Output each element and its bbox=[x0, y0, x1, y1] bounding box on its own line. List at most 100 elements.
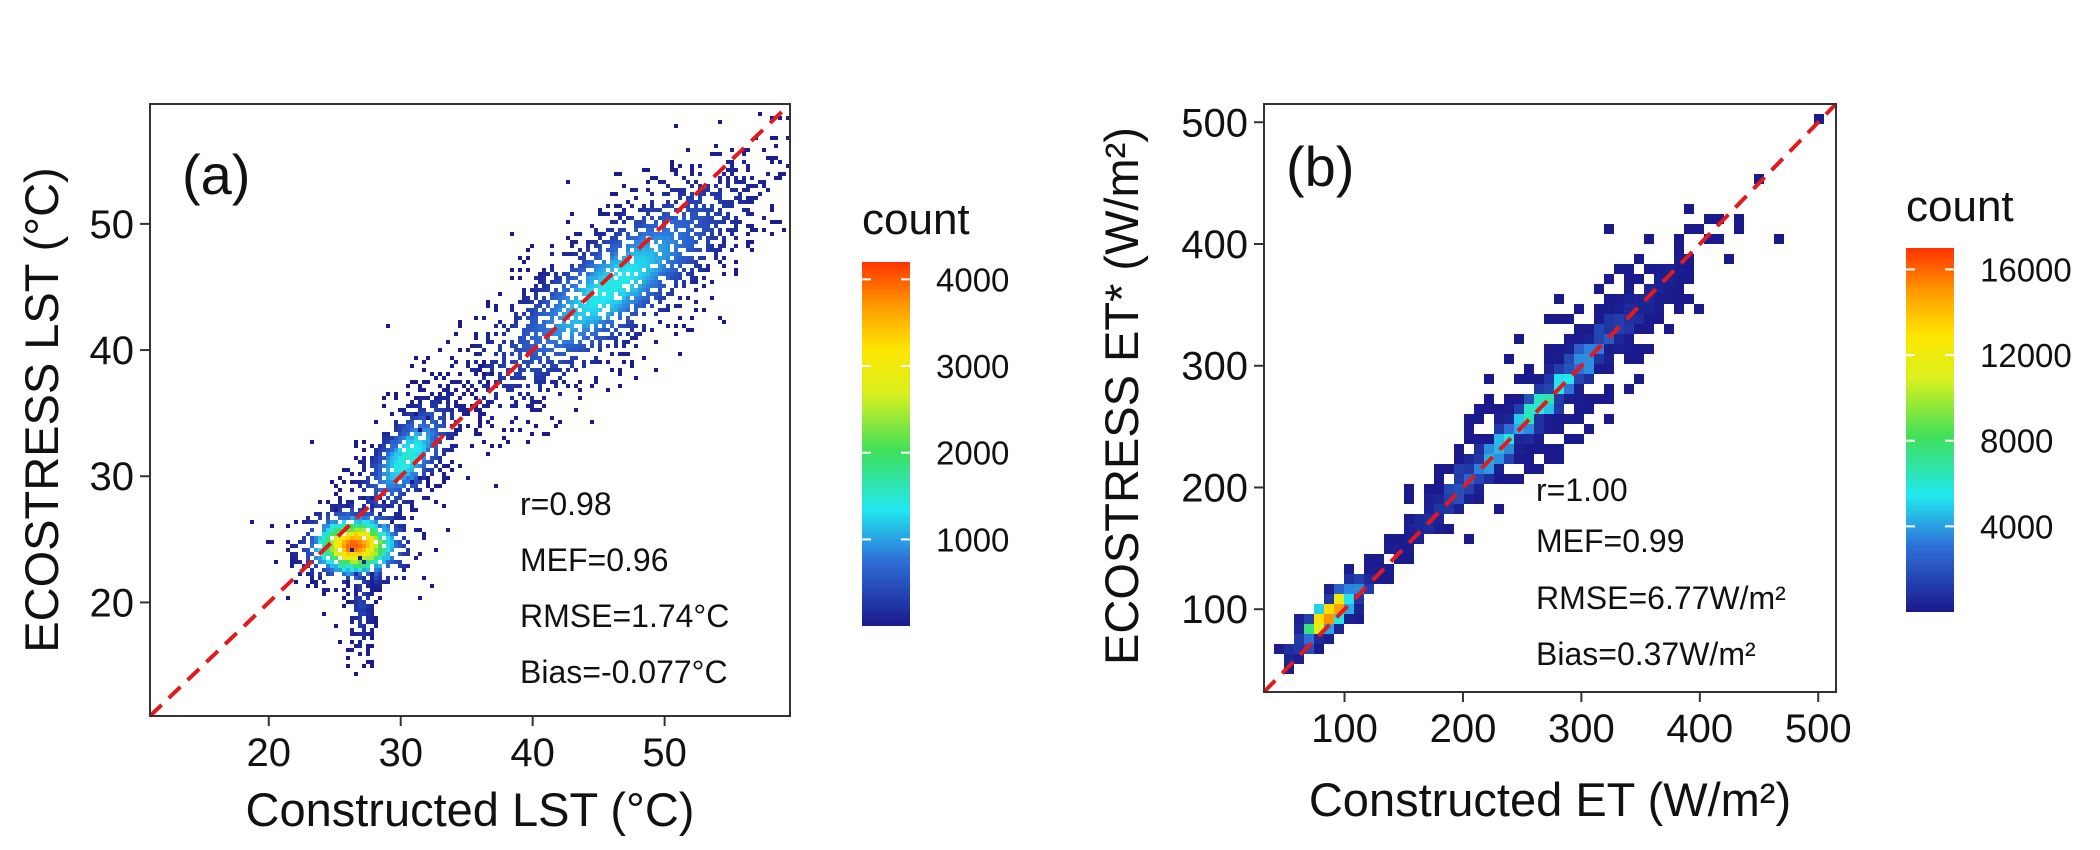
heatmap-cell bbox=[542, 300, 546, 304]
heatmap-cell bbox=[370, 620, 374, 624]
heatmap-cell bbox=[614, 328, 618, 332]
heatmap-cell bbox=[358, 508, 362, 512]
heatmap-cell bbox=[526, 316, 530, 320]
heatmap-cell bbox=[334, 528, 338, 532]
heatmap-cell bbox=[526, 256, 530, 260]
heatmap-cell bbox=[414, 412, 418, 416]
heatmap-cell bbox=[414, 396, 418, 400]
heatmap-cell bbox=[682, 232, 686, 236]
heatmap-cell bbox=[366, 520, 370, 524]
heatmap-cell bbox=[1484, 394, 1494, 404]
heatmap-cell bbox=[1644, 314, 1654, 324]
heatmap-cell bbox=[390, 560, 394, 564]
heatmap-cell bbox=[710, 152, 714, 156]
heatmap-cell bbox=[666, 240, 670, 244]
heatmap-cell bbox=[406, 552, 410, 556]
heatmap-cell bbox=[510, 384, 514, 388]
heatmap-cell bbox=[1494, 504, 1504, 514]
heatmap-cell bbox=[1664, 284, 1674, 294]
heatmap-cell bbox=[566, 276, 570, 280]
heatmap-cell bbox=[514, 344, 518, 348]
heatmap-cell bbox=[590, 300, 594, 304]
heatmap-cell bbox=[690, 244, 694, 248]
heatmap-cell bbox=[358, 536, 362, 540]
heatmap-cell bbox=[686, 208, 690, 212]
heatmap-cell bbox=[718, 188, 722, 192]
heatmap-cell bbox=[570, 252, 574, 256]
heatmap-cell bbox=[566, 308, 570, 312]
heatmap-cell bbox=[370, 660, 374, 664]
heatmap-cell bbox=[482, 364, 486, 368]
heatmap-cell bbox=[538, 408, 542, 412]
heatmap-cell bbox=[634, 332, 638, 336]
heatmap-cell bbox=[434, 404, 438, 408]
heatmap-cell bbox=[626, 332, 630, 336]
heatmap-cell bbox=[574, 300, 578, 304]
heatmap-cell bbox=[610, 308, 614, 312]
heatmap-cell bbox=[650, 248, 654, 252]
heatmap-cell bbox=[366, 568, 370, 572]
heatmap-cell bbox=[350, 572, 354, 576]
heatmap-cell bbox=[370, 576, 374, 580]
heatmap-cell bbox=[354, 456, 358, 460]
heatmap-cell bbox=[350, 564, 354, 568]
heatmap-cell bbox=[750, 228, 754, 232]
heatmap-cell bbox=[734, 244, 738, 248]
heatmap-cell bbox=[362, 440, 366, 444]
heatmap-cell bbox=[698, 256, 702, 260]
heatmap-cell bbox=[726, 184, 730, 188]
heatmap-cell bbox=[382, 548, 386, 552]
heatmap-cell bbox=[518, 428, 522, 432]
heatmap-cell bbox=[570, 344, 574, 348]
heatmap-cell bbox=[542, 320, 546, 324]
heatmap-cell bbox=[1714, 234, 1724, 244]
heatmap-cell bbox=[394, 392, 398, 396]
heatmap-cell bbox=[342, 580, 346, 584]
heatmap-cell bbox=[370, 664, 374, 668]
heatmap-cell bbox=[1624, 384, 1634, 394]
heatmap-cell bbox=[662, 256, 666, 260]
heatmap-cell bbox=[390, 480, 394, 484]
heatmap-cell bbox=[722, 320, 726, 324]
heatmap-cell bbox=[614, 192, 618, 196]
heatmap-cell bbox=[1714, 214, 1724, 224]
heatmap-cell bbox=[366, 648, 370, 652]
heatmap-cell bbox=[726, 180, 730, 184]
heatmap-cell bbox=[1544, 394, 1554, 404]
heatmap-cell bbox=[386, 576, 390, 580]
heatmap-cell bbox=[654, 240, 658, 244]
heatmap-cell bbox=[546, 328, 550, 332]
heatmap-cell bbox=[730, 172, 734, 176]
heatmap-cell bbox=[358, 484, 362, 488]
heatmap-cell bbox=[646, 244, 650, 248]
heatmap-cell bbox=[514, 324, 518, 328]
heatmap-cell bbox=[654, 208, 658, 212]
heatmap-cell bbox=[422, 476, 426, 480]
heatmap-cell bbox=[426, 496, 430, 500]
heatmap-cell bbox=[574, 232, 578, 236]
heatmap-cell bbox=[1584, 344, 1594, 354]
heatmap-cell bbox=[706, 264, 710, 268]
heatmap-cell bbox=[526, 420, 530, 424]
heatmap-cell bbox=[742, 200, 746, 204]
heatmap-cell bbox=[354, 568, 358, 572]
heatmap-cell bbox=[342, 512, 346, 516]
heatmap-cell bbox=[310, 568, 314, 572]
heatmap-cell bbox=[682, 280, 686, 284]
heatmap-cell bbox=[762, 228, 766, 232]
heatmap-cell bbox=[390, 476, 394, 480]
heatmap-cell bbox=[1344, 564, 1354, 574]
heatmap-cell bbox=[398, 564, 402, 568]
heatmap-cell bbox=[590, 420, 594, 424]
heatmap-cell bbox=[350, 528, 354, 532]
heatmap-cell bbox=[1574, 394, 1584, 404]
heatmap-cell bbox=[378, 544, 382, 548]
heatmap-cell bbox=[346, 568, 350, 572]
heatmap-cell bbox=[658, 248, 662, 252]
heatmap-cell bbox=[386, 552, 390, 556]
heatmap-cell bbox=[578, 348, 582, 352]
heatmap-cell bbox=[538, 388, 542, 392]
heatmap-cell bbox=[714, 196, 718, 200]
heatmap-cell bbox=[522, 288, 526, 292]
heatmap-cell bbox=[706, 268, 710, 272]
